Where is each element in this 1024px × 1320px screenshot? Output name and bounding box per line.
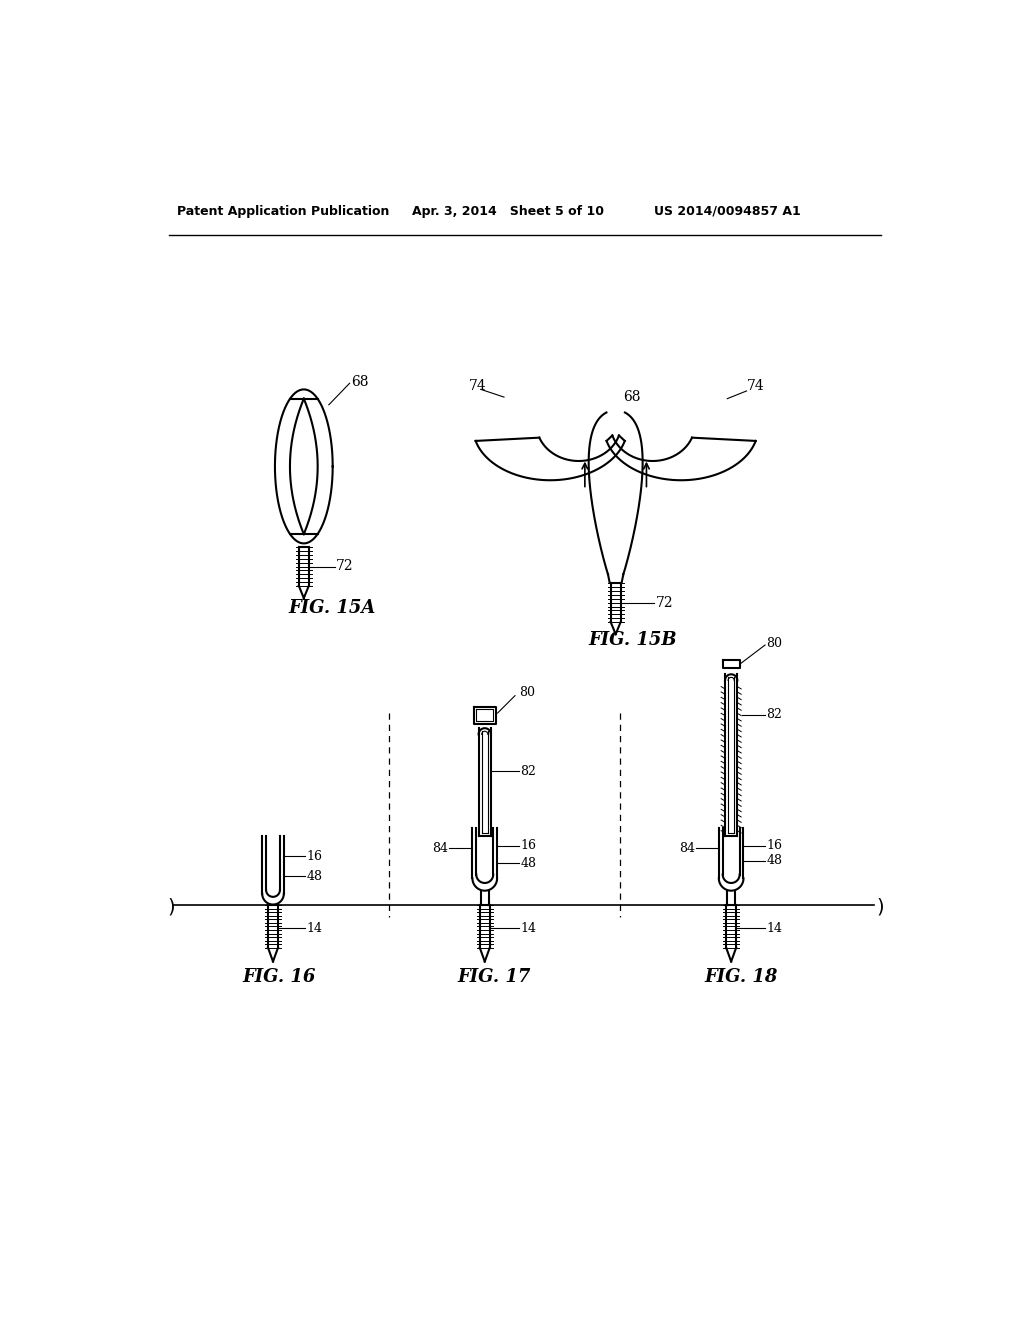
Text: FIG. 15A: FIG. 15A — [289, 599, 376, 616]
Text: FIG. 18: FIG. 18 — [705, 969, 777, 986]
Text: 48: 48 — [767, 854, 782, 867]
Text: 14: 14 — [767, 921, 782, 935]
Text: 74: 74 — [469, 379, 487, 392]
Text: 68: 68 — [351, 375, 369, 388]
Text: 48: 48 — [307, 870, 323, 883]
Text: 82: 82 — [520, 764, 536, 777]
Text: 16: 16 — [767, 840, 782, 853]
Text: FIG. 17: FIG. 17 — [458, 969, 531, 986]
Text: 16: 16 — [307, 850, 323, 863]
Text: US 2014/0094857 A1: US 2014/0094857 A1 — [654, 205, 801, 218]
Text: 14: 14 — [520, 921, 537, 935]
Text: ): ) — [876, 898, 884, 916]
Text: 82: 82 — [767, 709, 782, 721]
Text: 84: 84 — [432, 842, 449, 855]
Text: 48: 48 — [520, 857, 537, 870]
Text: FIG. 15B: FIG. 15B — [589, 631, 677, 649]
Text: 14: 14 — [307, 921, 323, 935]
Text: 74: 74 — [746, 379, 764, 392]
Text: Apr. 3, 2014   Sheet 5 of 10: Apr. 3, 2014 Sheet 5 of 10 — [412, 205, 603, 218]
Text: 68: 68 — [624, 391, 641, 404]
Text: 72: 72 — [655, 595, 674, 610]
Text: ): ) — [168, 898, 175, 916]
Text: 16: 16 — [520, 840, 537, 853]
Text: 84: 84 — [679, 842, 695, 855]
Text: FIG. 16: FIG. 16 — [243, 969, 315, 986]
Text: 80: 80 — [767, 638, 782, 649]
Text: 80: 80 — [518, 685, 535, 698]
Text: Patent Application Publication: Patent Application Publication — [177, 205, 389, 218]
Text: 72: 72 — [336, 560, 353, 573]
